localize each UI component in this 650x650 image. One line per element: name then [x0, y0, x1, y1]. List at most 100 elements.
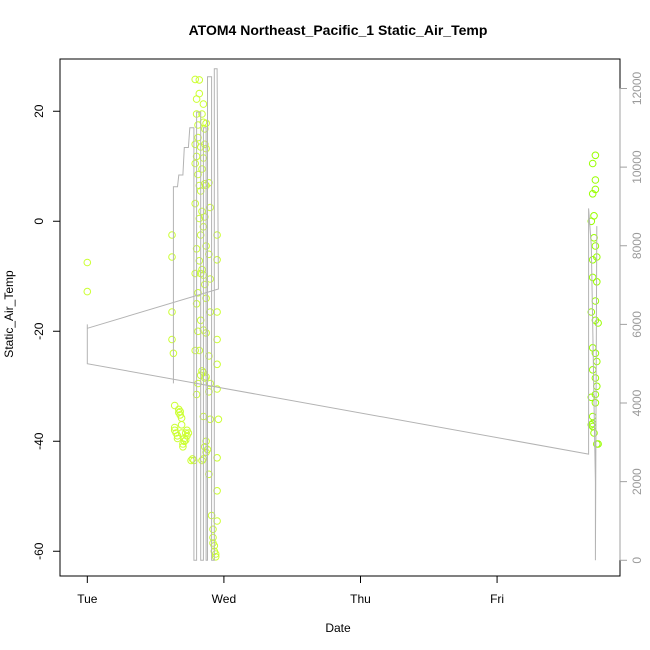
axes: Tue Wed Thu Fri -60 -40 -20 0 20 0 2000 4000 6000 800…: [32, 71, 644, 606]
data-point: [191, 269, 199, 278]
series-line-3: [87, 68, 219, 561]
data-point: [201, 280, 209, 289]
data-point: [206, 203, 214, 212]
x-tick-label: Thu: [350, 592, 371, 606]
data-point: [179, 443, 187, 451]
data-point: [198, 110, 206, 118]
data-point: [191, 75, 199, 84]
data-point: [198, 165, 206, 173]
data-point: [205, 388, 213, 396]
data-point: [588, 190, 597, 198]
data-point: [587, 217, 596, 226]
data-point: [198, 367, 206, 375]
data-point: [170, 401, 179, 410]
data-point: [168, 308, 176, 316]
data-point: [588, 366, 597, 374]
series-line-2: [86, 208, 598, 561]
data-point: [591, 399, 600, 407]
y-left-tick-label: 0: [32, 218, 46, 225]
data-point: [201, 180, 209, 188]
data-point: [195, 76, 204, 84]
data-point: [202, 119, 210, 128]
data-point: [201, 125, 209, 133]
data-point: [205, 250, 213, 259]
y-right-tick-label: 10000: [630, 150, 644, 184]
data-point: [194, 289, 202, 297]
data-point: [588, 273, 597, 282]
y-left-tick-label: -20: [32, 322, 46, 340]
data-point: [195, 214, 204, 223]
data-point: [201, 374, 209, 382]
data-point: [587, 308, 596, 316]
data-point: [591, 242, 600, 250]
data-point: [209, 533, 217, 542]
data-point: [83, 287, 92, 296]
y-right-tick-label: 0: [630, 557, 644, 564]
data-point: [206, 415, 214, 424]
data-point: [83, 258, 92, 267]
data-point: [170, 423, 179, 432]
data-point: [587, 393, 596, 402]
data-point: [191, 346, 199, 355]
data-point: [198, 456, 206, 465]
data-point: [195, 257, 204, 265]
data-point: [591, 316, 600, 325]
data-point: [211, 553, 220, 561]
data-point: [594, 319, 602, 327]
data-point: [588, 159, 597, 168]
data-point: [201, 140, 209, 149]
chart-marks: [83, 68, 602, 561]
data-point: [205, 352, 213, 360]
x-axis-label: Date: [325, 621, 351, 635]
data-point: [591, 176, 600, 184]
data-point: [214, 415, 223, 424]
data-point: [191, 159, 199, 168]
data-point: [194, 133, 202, 142]
data-point: [591, 374, 600, 382]
data-point: [206, 379, 214, 388]
data-point: [591, 297, 600, 305]
y-axis-label: Static_Air_Temp: [2, 270, 16, 358]
data-point: [194, 327, 202, 336]
data-point: [198, 265, 206, 274]
data-point: [211, 550, 220, 558]
data-point: [187, 456, 195, 465]
data-point: [209, 525, 217, 534]
data-point: [180, 434, 189, 443]
data-point: [593, 357, 601, 366]
data-point: [206, 275, 214, 283]
data-point: [593, 382, 601, 391]
data-point: [168, 253, 176, 261]
x-tick-label: Tue: [77, 592, 98, 606]
data-point: [184, 429, 193, 437]
data-point: [181, 436, 190, 444]
y-right-tick-label: 4000: [630, 389, 644, 416]
y-left-tick-label: 20: [32, 104, 46, 118]
data-point: [201, 443, 209, 451]
data-point: [205, 470, 213, 479]
y-right-tick-label: 6000: [630, 311, 644, 338]
data-point: [199, 100, 208, 108]
data-point: [591, 349, 600, 358]
y-right-tick-label: 12000: [630, 71, 644, 105]
x-tick-label: Fri: [490, 592, 504, 606]
y-right-tick-label: 8000: [630, 232, 644, 259]
data-point: [168, 231, 176, 239]
data-point: [591, 151, 600, 160]
data-point: [201, 213, 209, 221]
data-point: [588, 412, 597, 421]
data-point: [175, 405, 183, 414]
plot-box: [59, 58, 621, 577]
data-point: [195, 89, 204, 98]
data-point: [191, 199, 199, 208]
data-point: [195, 346, 204, 355]
data-point: [177, 421, 186, 429]
y-left-tick-label: -40: [32, 432, 46, 450]
chart-title: ATOM4 Northeast_Pacific_1 Static_Air_Tem…: [189, 22, 488, 38]
data-point: [188, 455, 197, 463]
y-right-tick-label: 2000: [630, 468, 644, 495]
data-point: [205, 179, 213, 187]
data-point: [168, 335, 176, 344]
